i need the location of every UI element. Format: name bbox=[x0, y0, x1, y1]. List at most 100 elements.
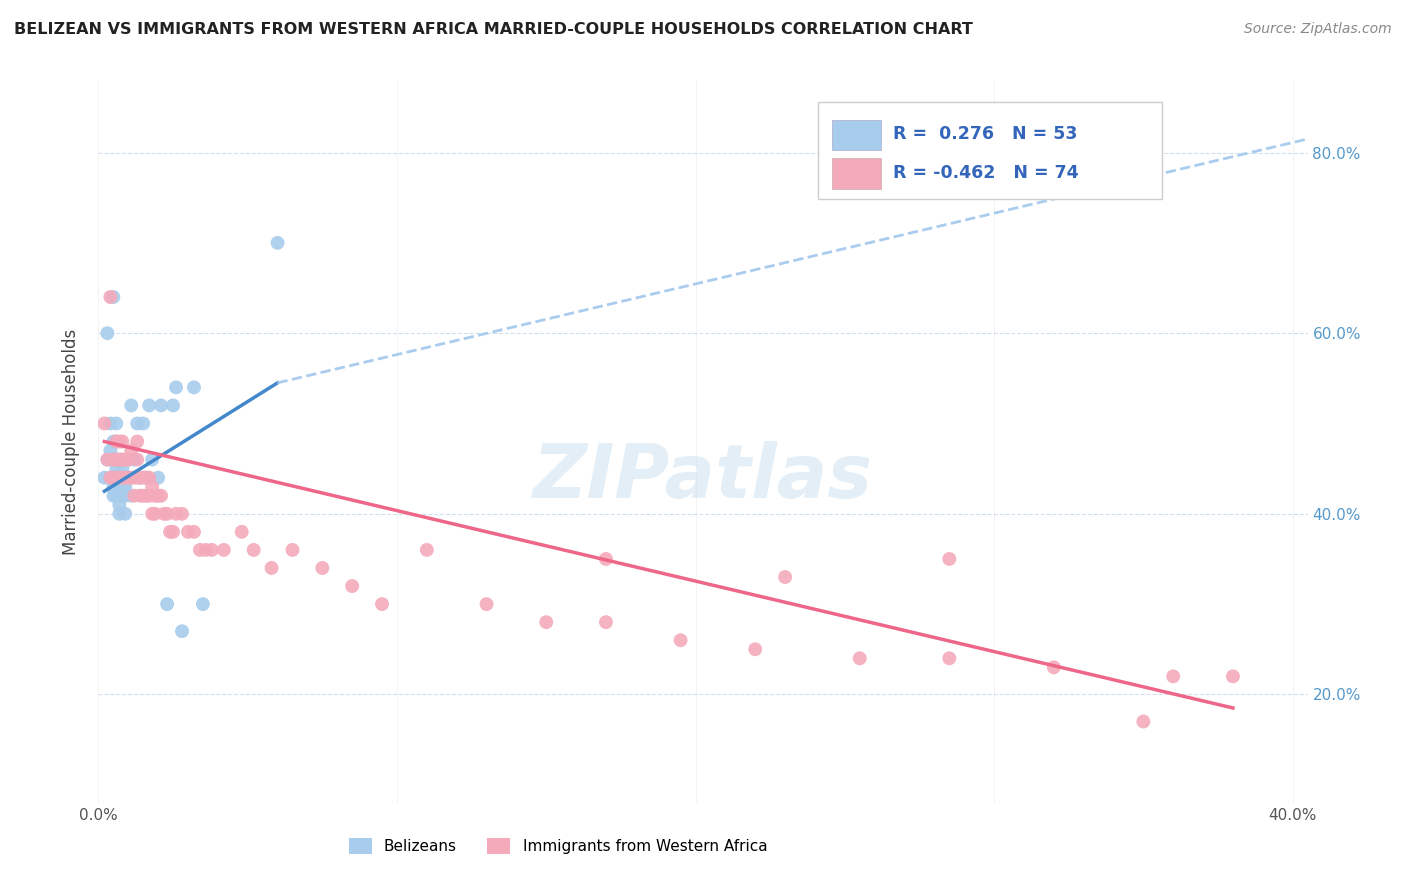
Point bbox=[105, 434, 128, 449]
Point bbox=[146, 489, 169, 503]
Point bbox=[103, 480, 125, 494]
Point bbox=[135, 471, 157, 485]
Point bbox=[129, 471, 152, 485]
Point bbox=[96, 452, 118, 467]
Text: R =  0.276   N = 53: R = 0.276 N = 53 bbox=[893, 126, 1077, 144]
Point bbox=[105, 452, 128, 467]
Point bbox=[108, 434, 131, 449]
Point bbox=[242, 542, 264, 557]
Point bbox=[201, 542, 224, 557]
Point bbox=[159, 524, 181, 539]
Point bbox=[98, 290, 121, 304]
Point bbox=[111, 471, 134, 485]
Point bbox=[105, 461, 128, 475]
Point bbox=[266, 235, 288, 250]
Point bbox=[773, 570, 796, 584]
Point bbox=[111, 434, 134, 449]
Point bbox=[194, 542, 217, 557]
Point bbox=[117, 452, 139, 467]
Point bbox=[127, 452, 149, 467]
Point bbox=[938, 651, 960, 665]
Point bbox=[165, 507, 187, 521]
Point bbox=[135, 471, 157, 485]
Point bbox=[120, 471, 142, 485]
Point bbox=[132, 471, 155, 485]
Point bbox=[111, 452, 134, 467]
Point bbox=[98, 471, 121, 485]
Point bbox=[146, 471, 169, 485]
Point bbox=[122, 471, 145, 485]
Text: Source: ZipAtlas.com: Source: ZipAtlas.com bbox=[1244, 22, 1392, 37]
Point bbox=[191, 597, 214, 611]
Point bbox=[127, 471, 149, 485]
Point bbox=[111, 461, 134, 475]
Point bbox=[108, 489, 131, 503]
Point bbox=[669, 633, 692, 648]
Point bbox=[183, 380, 205, 394]
Point bbox=[156, 507, 179, 521]
Point bbox=[108, 498, 131, 512]
Point bbox=[170, 624, 193, 639]
Point bbox=[143, 489, 166, 503]
Point bbox=[108, 507, 131, 521]
Point bbox=[143, 507, 166, 521]
Point bbox=[132, 417, 155, 431]
Point bbox=[141, 480, 163, 494]
Point bbox=[122, 489, 145, 503]
Point bbox=[744, 642, 766, 657]
Point bbox=[311, 561, 333, 575]
Point bbox=[114, 452, 136, 467]
Point bbox=[105, 452, 128, 467]
Point bbox=[105, 480, 128, 494]
Point bbox=[162, 398, 184, 412]
Point bbox=[1132, 714, 1154, 729]
Point bbox=[212, 542, 235, 557]
Point bbox=[150, 398, 173, 412]
Point bbox=[141, 507, 163, 521]
Point bbox=[938, 552, 960, 566]
Point bbox=[105, 471, 128, 485]
Point bbox=[129, 489, 152, 503]
Point bbox=[103, 434, 125, 449]
Text: BELIZEAN VS IMMIGRANTS FROM WESTERN AFRICA MARRIED-COUPLE HOUSEHOLDS CORRELATION: BELIZEAN VS IMMIGRANTS FROM WESTERN AFRI… bbox=[14, 22, 973, 37]
Point bbox=[127, 417, 149, 431]
Point bbox=[1161, 669, 1184, 683]
FancyBboxPatch shape bbox=[818, 102, 1163, 200]
Point bbox=[120, 489, 142, 503]
Point bbox=[129, 471, 152, 485]
Point bbox=[371, 597, 394, 611]
Point bbox=[103, 489, 125, 503]
Point bbox=[108, 452, 131, 467]
Point bbox=[135, 489, 157, 503]
Text: ZIPatlas: ZIPatlas bbox=[533, 442, 873, 514]
Point bbox=[114, 489, 136, 503]
Point bbox=[141, 452, 163, 467]
Point bbox=[153, 507, 176, 521]
Point bbox=[108, 452, 131, 467]
Point bbox=[111, 471, 134, 485]
Point bbox=[103, 452, 125, 467]
Point bbox=[120, 443, 142, 458]
Point bbox=[98, 417, 121, 431]
Point bbox=[105, 434, 128, 449]
Point bbox=[848, 651, 870, 665]
Point bbox=[103, 471, 125, 485]
Point bbox=[105, 489, 128, 503]
FancyBboxPatch shape bbox=[832, 158, 880, 189]
Point bbox=[127, 434, 149, 449]
Point bbox=[162, 524, 184, 539]
Point bbox=[103, 290, 125, 304]
Point bbox=[475, 597, 498, 611]
Point bbox=[340, 579, 363, 593]
Point bbox=[183, 524, 205, 539]
Point bbox=[98, 471, 121, 485]
Point bbox=[114, 507, 136, 521]
Point bbox=[98, 443, 121, 458]
Point bbox=[536, 615, 558, 630]
Text: R = -0.462   N = 74: R = -0.462 N = 74 bbox=[893, 164, 1078, 182]
Point bbox=[260, 561, 283, 575]
Point bbox=[108, 471, 131, 485]
Point bbox=[138, 398, 160, 412]
Point bbox=[93, 417, 115, 431]
Point bbox=[1043, 660, 1066, 674]
